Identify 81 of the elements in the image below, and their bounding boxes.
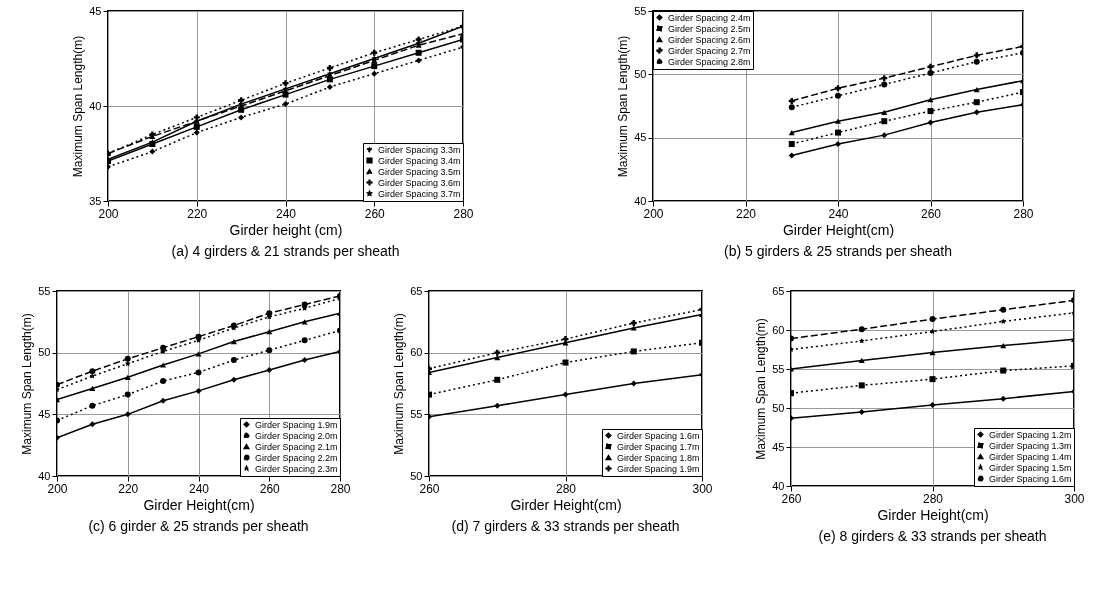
x-axis-title: Girder Height(cm) [877, 506, 989, 523]
x-axis-title: Girder height (cm) [229, 221, 343, 238]
legend-label: Girder Spacing 2.4m [668, 12, 751, 23]
y-tick-label: 55 [410, 407, 423, 420]
legend-label: Girder Spacing 1.8m [616, 452, 700, 463]
x-tick-label: 240 [189, 481, 210, 496]
y-tick-label: 35 [89, 194, 102, 207]
y-tick-label: 45 [89, 4, 102, 17]
x-tick-label: 260 [920, 206, 942, 221]
legend-label: Girder Spacing 2.8m [668, 56, 751, 67]
x-axis-title: Girder Height(cm) [143, 496, 255, 513]
legend-label: Girder Spacing 3.3m [378, 144, 461, 155]
legend-label: Girder Spacing 3.7m [378, 188, 461, 199]
x-axis-title: Girder Height(cm) [510, 496, 622, 513]
legend-label: Girder Spacing 2.7m [668, 45, 751, 56]
y-tick-label: 60 [771, 323, 785, 336]
legend-label: Girder Spacing 1.6m [988, 473, 1072, 484]
x-tick-label: 240 [828, 206, 849, 221]
x-tick-label: 260 [781, 491, 802, 506]
legend-label: Girder Spacing 1.9m [255, 419, 338, 430]
text: (a) 4 girders & 21 strands per sheath [171, 243, 400, 259]
x-tick-label: 220 [735, 206, 757, 221]
legend-label: Girder Spacing 2.5m [668, 23, 751, 34]
legend-label: Girder Spacing 2.1m [255, 441, 338, 452]
y-tick-label: 50 [410, 469, 423, 482]
y-axis-title: Maximum Span Length(m) [753, 318, 768, 460]
y-tick-label: 45 [771, 440, 785, 453]
legend-label: Girder Spacing 1.3m [988, 440, 1072, 451]
text: (e) 8 girders & 33 strands per sheath [818, 528, 1047, 544]
y-axis-title: Maximum Span Length(m) [616, 35, 631, 178]
x-tick-label: 280 [922, 491, 943, 506]
legend-label: Girder Spacing 1.6m [616, 430, 700, 441]
x-tick-label: 280 [453, 206, 474, 221]
legend-label: Girder Spacing 1.4m [988, 451, 1072, 462]
x-tick-label: 200 [643, 206, 664, 221]
y-tick-label: 55 [634, 4, 647, 17]
x-tick-label: 280 [555, 481, 577, 496]
x-tick-label: 260 [260, 481, 281, 496]
x-tick-label: 220 [118, 481, 139, 496]
y-tick-label: 50 [38, 346, 51, 359]
legend-label: Girder Spacing 1.7m [616, 441, 700, 452]
legend-label: Girder Spacing 1.9m [616, 463, 700, 474]
y-axis-title: Maximum Span Length(m) [20, 313, 35, 455]
x-tick-label: 300 [1064, 491, 1085, 506]
y-tick-label: 50 [771, 401, 785, 414]
legend-label: Girder Spacing 3.6m [378, 177, 461, 188]
x-tick-label: 280 [330, 481, 352, 496]
legend-label: Girder Spacing 1.5m [988, 462, 1072, 473]
y-tick-label: 45 [634, 131, 647, 144]
x-tick-label: 300 [692, 481, 713, 496]
text: (d) 7 girders & 33 strands per sheath [451, 518, 680, 534]
x-tick-label: 260 [364, 206, 386, 221]
y-tick-label: 65 [410, 284, 423, 297]
text: (b) 5 girders & 25 strands per sheath [723, 243, 953, 259]
y-tick-label: 40 [771, 479, 785, 492]
legend-label: Girder Spacing 1.2m [988, 429, 1072, 440]
y-tick-label: 55 [771, 362, 785, 375]
x-tick-label: 280 [1013, 206, 1034, 221]
y-tick-label: 40 [634, 194, 647, 207]
x-axis-title: Girder Height(cm) [782, 221, 895, 238]
x-tick-label: 220 [187, 206, 208, 221]
legend-label: Girder Spacing 2.2m [255, 452, 338, 463]
x-tick-label: 240 [275, 206, 297, 221]
legend-label: Girder Spacing 2.0m [255, 430, 338, 441]
y-tick-label: 40 [38, 469, 51, 482]
y-tick-label: 65 [771, 284, 785, 297]
x-tick-label: 200 [47, 481, 69, 496]
y-tick-label: 50 [634, 67, 647, 80]
y-tick-label: 60 [410, 346, 423, 359]
legend-label: Girder Spacing 2.3m [255, 463, 338, 474]
x-tick-label: 260 [419, 481, 440, 496]
y-axis-title: Maximum Span Length(m) [71, 35, 86, 178]
legend-label: Girder Spacing 2.6m [668, 34, 751, 45]
y-tick-label: 55 [38, 284, 51, 297]
y-tick-label: 40 [89, 99, 102, 112]
y-tick-label: 45 [38, 407, 51, 420]
x-tick-label: 200 [98, 206, 119, 221]
legend-label: Girder Spacing 3.5m [378, 166, 461, 177]
text: (c) 6 girder & 25 strands per sheath [88, 518, 309, 534]
legend-label: Girder Spacing 3.4m [378, 155, 461, 166]
y-axis-title: Maximum Span Length(m) [392, 313, 407, 455]
